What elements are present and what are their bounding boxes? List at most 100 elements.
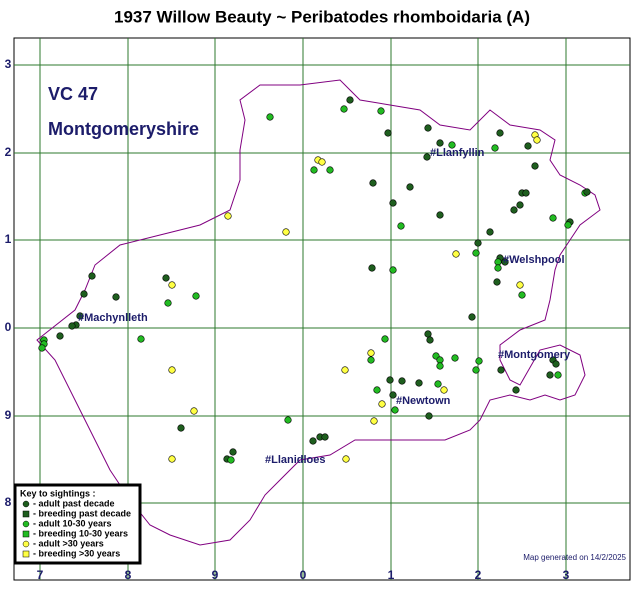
sighting-dot: [282, 228, 290, 236]
sighting-dot: [370, 417, 378, 425]
key-item: - adult >30 years: [33, 538, 104, 548]
sighting-dot: [436, 211, 444, 219]
sighting-dot: [386, 376, 394, 384]
sighting-dot: [340, 105, 348, 113]
grid-label: 3: [5, 57, 12, 71]
sighting-dot: [168, 366, 176, 374]
sighting-dot: [137, 335, 145, 343]
sightings: [38, 96, 591, 464]
sighting-dot: [76, 312, 84, 320]
sighting-dot: [391, 406, 399, 414]
town-label: #Llanidloes: [265, 454, 326, 466]
sighting-dot: [493, 278, 501, 286]
sighting-dot: [425, 412, 433, 420]
sighting-dot: [369, 179, 377, 187]
sighting-dot: [497, 366, 505, 374]
sighting-dot: [512, 386, 520, 394]
sighting-dot: [516, 201, 524, 209]
sighting-dot: [381, 335, 389, 343]
sighting-dot: [310, 166, 318, 174]
sighting-dot: [168, 281, 176, 289]
grid-label: 0: [5, 320, 12, 334]
grid-label: 0: [300, 568, 307, 582]
sighting-dot: [546, 371, 554, 379]
sighting-dot: [266, 113, 274, 121]
sighting-dot: [494, 258, 502, 266]
grid-label: 9: [212, 568, 219, 582]
sighting-dot: [475, 357, 483, 365]
sighting-dot: [318, 158, 326, 166]
sighting-dot: [168, 455, 176, 463]
sighting-dot: [192, 292, 200, 300]
sighting-dot: [373, 386, 381, 394]
town-label: #Montgomery: [498, 349, 571, 361]
town-label: #Llanfyllin: [430, 147, 485, 159]
sighting-dot: [440, 386, 448, 394]
sighting-dot: [436, 356, 444, 364]
grid-label: 2: [475, 568, 482, 582]
sighting-dot: [88, 272, 96, 280]
sighting-dot: [398, 377, 406, 385]
key-symbol: [22, 550, 30, 558]
vc-name: Montgomeryshire: [48, 119, 199, 139]
grid-label: 7: [37, 568, 44, 582]
sighting-dot: [472, 249, 480, 257]
sighting-dot: [501, 258, 509, 266]
sighting-dot: [224, 212, 232, 220]
sighting-dot: [423, 153, 431, 161]
sighting-dot: [496, 129, 504, 137]
sighting-dot: [448, 141, 456, 149]
sighting-dot: [436, 139, 444, 147]
sighting-dot: [309, 437, 317, 445]
sighting-dot: [583, 188, 591, 196]
sighting-dot: [389, 266, 397, 274]
grid-label: 1: [388, 568, 395, 582]
sighting-dot: [518, 291, 526, 299]
sighting-dot: [524, 142, 532, 150]
county-boundary: [36, 79, 601, 546]
sighting-dot: [424, 330, 432, 338]
sighting-dot: [162, 274, 170, 282]
sighting-dot: [494, 264, 502, 272]
sighting-dot: [38, 344, 46, 352]
grid-label: 9: [5, 408, 12, 422]
sighting-dot: [491, 144, 499, 152]
sighting-dot: [164, 299, 172, 307]
sighting-dot: [397, 222, 405, 230]
sighting-dot: [68, 322, 76, 330]
sighting-dot: [326, 166, 334, 174]
sighting-dot: [531, 162, 539, 170]
sighting-dot: [389, 199, 397, 207]
sighting-dot: [389, 391, 397, 399]
sighting-dot: [367, 349, 375, 357]
sighting-dot: [342, 455, 350, 463]
sighting-dot: [415, 379, 423, 387]
sighting-dot: [486, 228, 494, 236]
key-item: - breeding past decade: [33, 508, 131, 518]
grid-label: 3: [563, 568, 570, 582]
grid-label: 2: [5, 145, 12, 159]
sighting-dot: [424, 124, 432, 132]
key-item: - adult 10-30 years: [33, 518, 112, 528]
sighting-dot: [346, 96, 354, 104]
key-symbol: [22, 530, 30, 538]
sighting-dot: [549, 214, 557, 222]
sighting-dot: [80, 290, 88, 298]
key-symbol: [22, 540, 30, 548]
sighting-dot: [190, 407, 198, 415]
sighting-dot: [474, 239, 482, 247]
grid-label: 1: [5, 232, 12, 246]
sighting-dot: [368, 264, 376, 272]
sighting-dot: [384, 129, 392, 137]
sighting-dot: [229, 448, 237, 456]
vc-code: VC 47: [48, 84, 98, 104]
sighting-dot: [426, 336, 434, 344]
sighting-dot: [284, 416, 292, 424]
sighting-dot: [468, 313, 476, 321]
map-frame: [13, 37, 631, 581]
sighting-dot: [378, 400, 386, 408]
key-title: Key to sightings :: [20, 488, 96, 498]
key-symbol: [22, 500, 30, 508]
grid-label: 8: [5, 495, 12, 509]
sighting-dot: [510, 206, 518, 214]
